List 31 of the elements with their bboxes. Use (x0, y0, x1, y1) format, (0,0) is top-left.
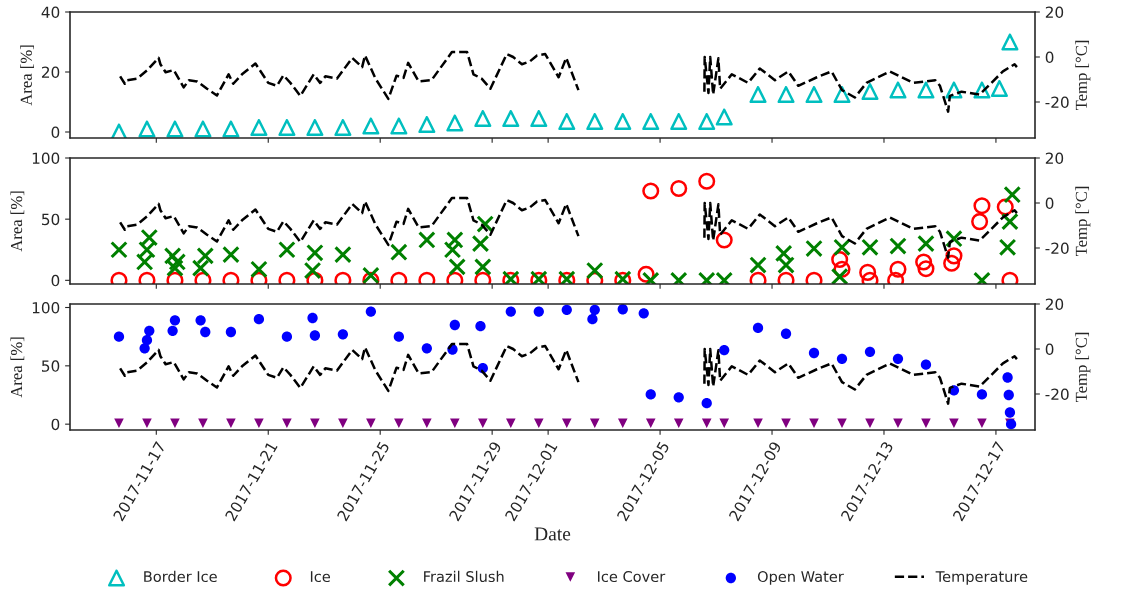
y-tick-label: 40 (41, 6, 60, 19)
y-tick-label: 100 (32, 152, 60, 165)
legend-label: Border Ice (144, 570, 217, 583)
y2-tick-label: 20 (1045, 6, 1064, 19)
y2-tick-label: 0 (1045, 343, 1054, 356)
legend-label: Open Water (757, 571, 844, 585)
y2-tick-label: -20 (1045, 242, 1069, 255)
y-tick-label: 20 (41, 66, 60, 79)
y2-axis-title: Temp [°C] (1075, 40, 1091, 111)
legend-label: Ice (310, 571, 331, 583)
legend-label: Temperature (935, 571, 1028, 585)
y-axis-title: Area [%] (10, 337, 25, 398)
y2-tick-label: 0 (1045, 51, 1054, 64)
y-axis-title: Area [%] (10, 191, 25, 252)
y2-axis-title: Temp [°C] (1075, 186, 1091, 257)
y2-tick-label: -20 (1045, 388, 1069, 401)
y2-tick-label: 20 (1045, 298, 1064, 311)
x-axis-title: Date (534, 527, 571, 541)
y-tick-label: 50 (42, 360, 60, 372)
y-tick-label: 0 (51, 418, 60, 431)
y-tick-label: 100 (32, 301, 60, 314)
y2-axis-title: Temp [°C] (1075, 332, 1091, 403)
y-tick-label: 50 (42, 213, 60, 226)
y2-tick-label: 20 (1045, 152, 1064, 165)
legend-label: Ice Cover (598, 571, 666, 583)
y-tick-label: 0 (51, 274, 60, 287)
legend-label: Frazil Slush (424, 570, 504, 583)
y2-tick-label: -20 (1045, 96, 1069, 109)
y2-tick-label: 0 (1045, 197, 1054, 210)
y-axis-title: Area [%] (20, 45, 34, 106)
y-tick-label: 0 (51, 126, 60, 139)
